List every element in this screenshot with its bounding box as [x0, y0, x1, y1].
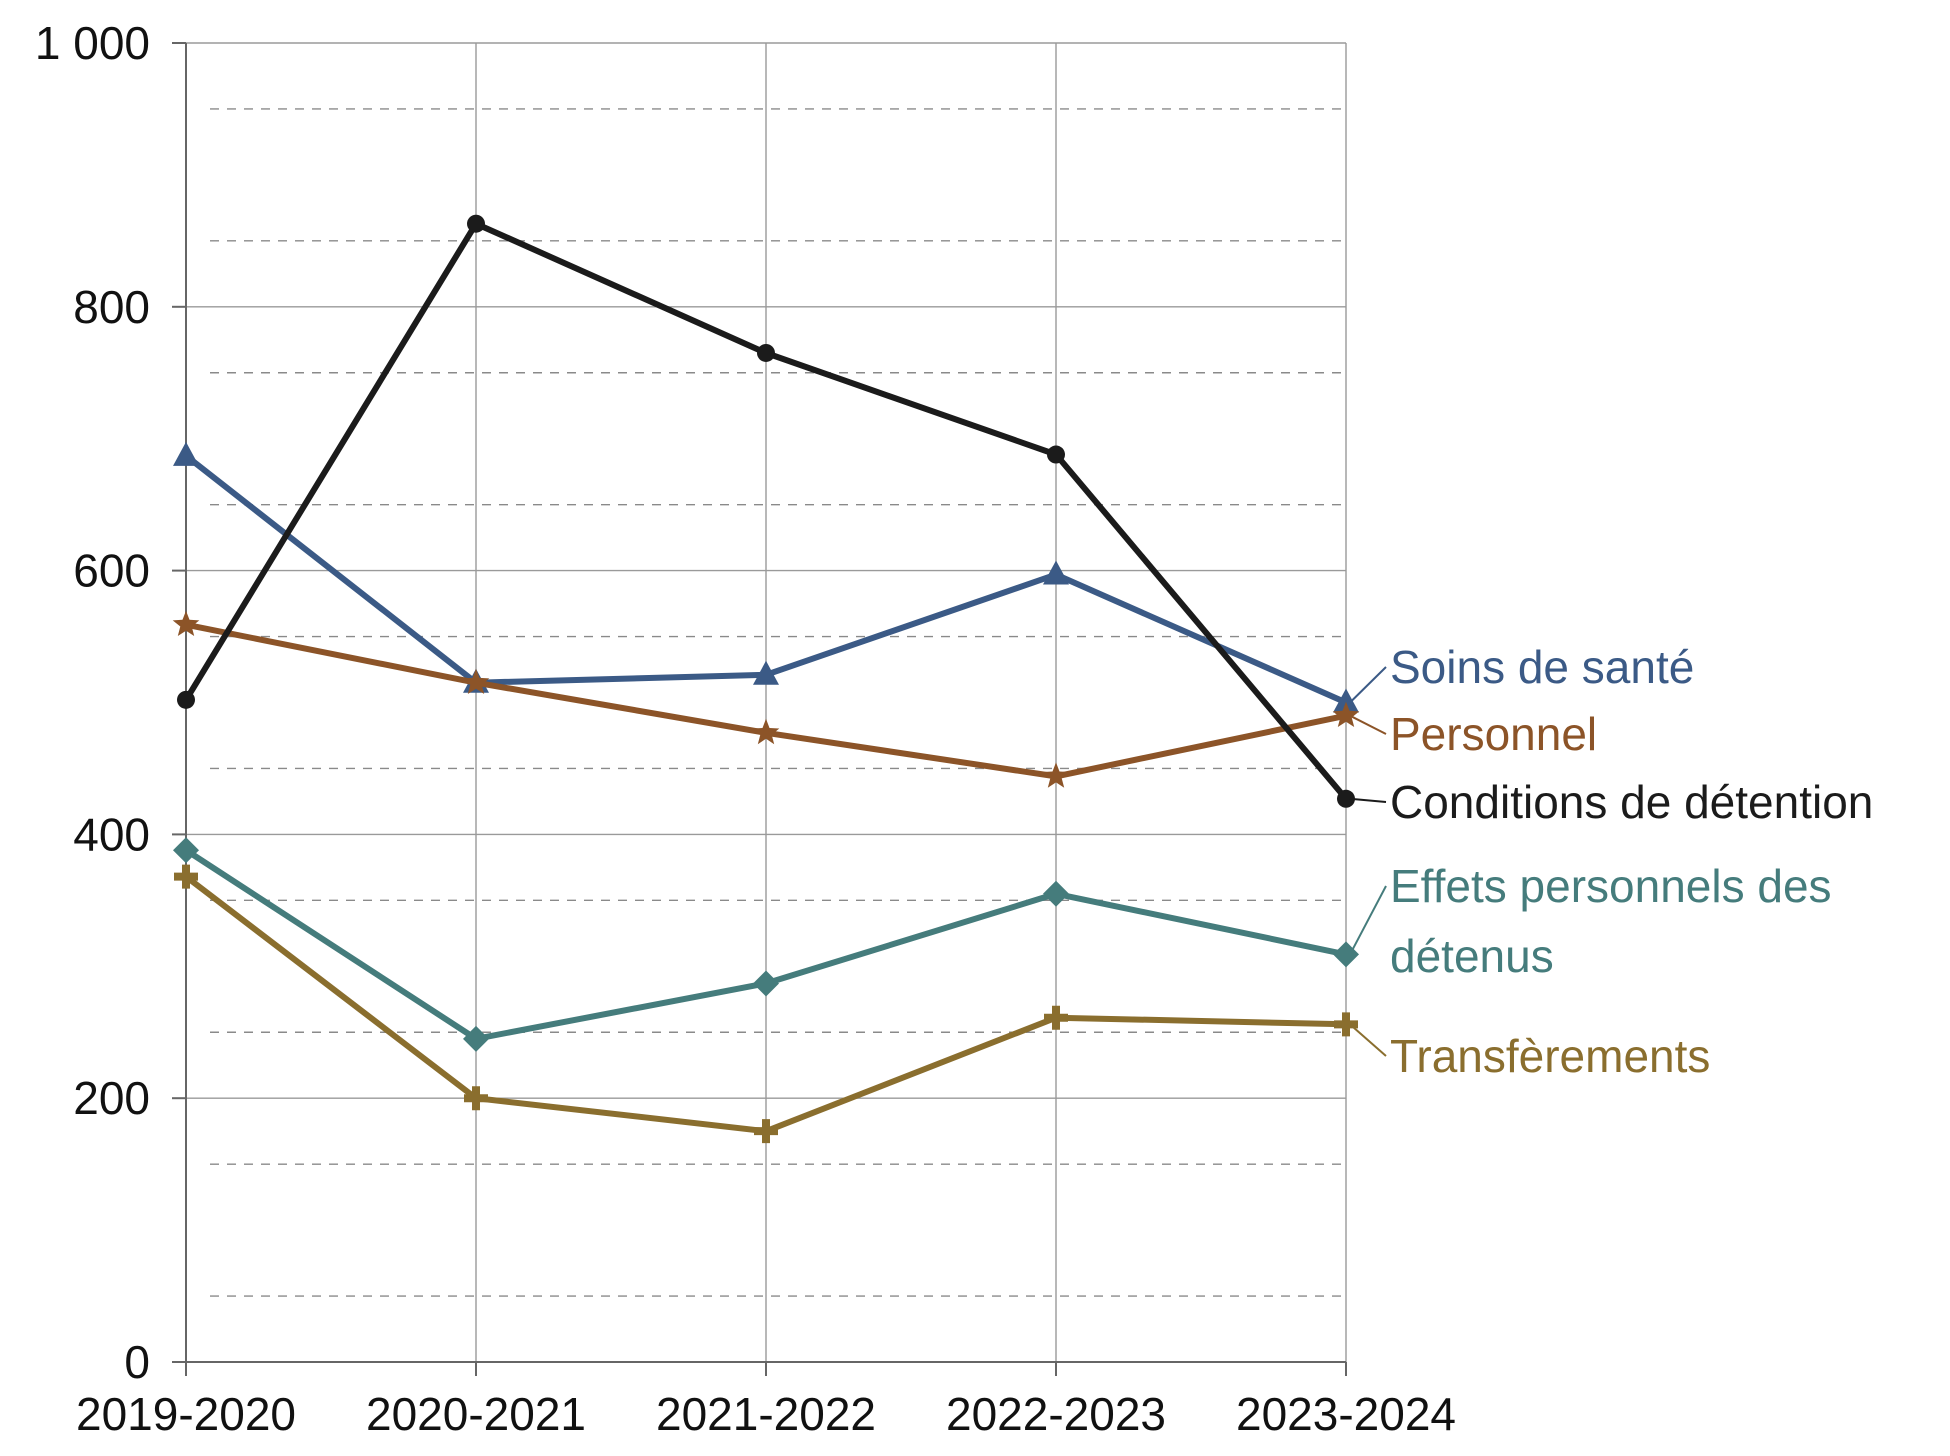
series-label: Personnel [1390, 708, 1597, 760]
gridlines [186, 42, 1347, 1362]
data-point-marker [173, 837, 199, 864]
x-tick-label: 2022-2023 [946, 1388, 1166, 1440]
label-leader-line [1349, 666, 1387, 704]
x-tick-label: 2021-2022 [656, 1388, 876, 1440]
series-label: Soins de santé [1390, 641, 1694, 693]
data-point-marker [1043, 880, 1069, 907]
y-tick-label: 200 [73, 1072, 150, 1124]
data-point-marker [464, 1086, 488, 1111]
data-point-marker [177, 690, 195, 709]
x-tick-label: 2023-2024 [1236, 1388, 1456, 1440]
data-point-marker [754, 1119, 778, 1144]
label-leader-line [1349, 1023, 1387, 1057]
data-point-marker [1334, 1012, 1358, 1037]
data-point-marker [757, 343, 775, 362]
y-tick-label: 0 [124, 1336, 150, 1388]
data-point-marker [1047, 445, 1065, 464]
y-tick-label: 1 000 [35, 17, 150, 69]
label-leader-line [1349, 885, 1387, 955]
data-point-marker [172, 610, 200, 636]
series-labels: Soins de santé Personnel Conditions de dét… [1349, 641, 1873, 1082]
data-point-marker [1333, 688, 1359, 713]
series-label: Transfèrements [1390, 1030, 1710, 1082]
data-point-marker [1042, 762, 1070, 788]
data-point-marker [467, 214, 485, 233]
y-tick-label: 800 [73, 281, 150, 333]
data-point-marker [462, 668, 490, 694]
series-label: Effets personnels des [1390, 860, 1832, 912]
y-tick-label: 600 [73, 545, 150, 597]
label-leader-line [1349, 714, 1387, 735]
x-tick-label: 2019-2020 [76, 1388, 296, 1440]
series-group [172, 214, 1360, 1144]
data-point-marker [753, 970, 779, 997]
data-point-marker [173, 441, 199, 466]
series-label: détenus [1390, 930, 1554, 982]
x-tick-label: 2020-2021 [366, 1388, 586, 1440]
data-point-marker [1332, 701, 1360, 727]
data-point-marker [1044, 1005, 1068, 1030]
axes: 0 200 400 600 800 1 000 2019-2020 2020-2021 2021… [35, 17, 1456, 1440]
data-point-marker [753, 660, 779, 685]
data-point-marker [752, 718, 780, 745]
data-point-marker [1043, 560, 1069, 585]
data-point-marker [463, 1025, 489, 1052]
data-point-marker [174, 864, 198, 889]
data-point-marker [1337, 789, 1355, 808]
series-label: Conditions de détention [1390, 776, 1873, 828]
label-leader-line [1349, 797, 1387, 803]
y-tick-label: 400 [73, 808, 150, 860]
